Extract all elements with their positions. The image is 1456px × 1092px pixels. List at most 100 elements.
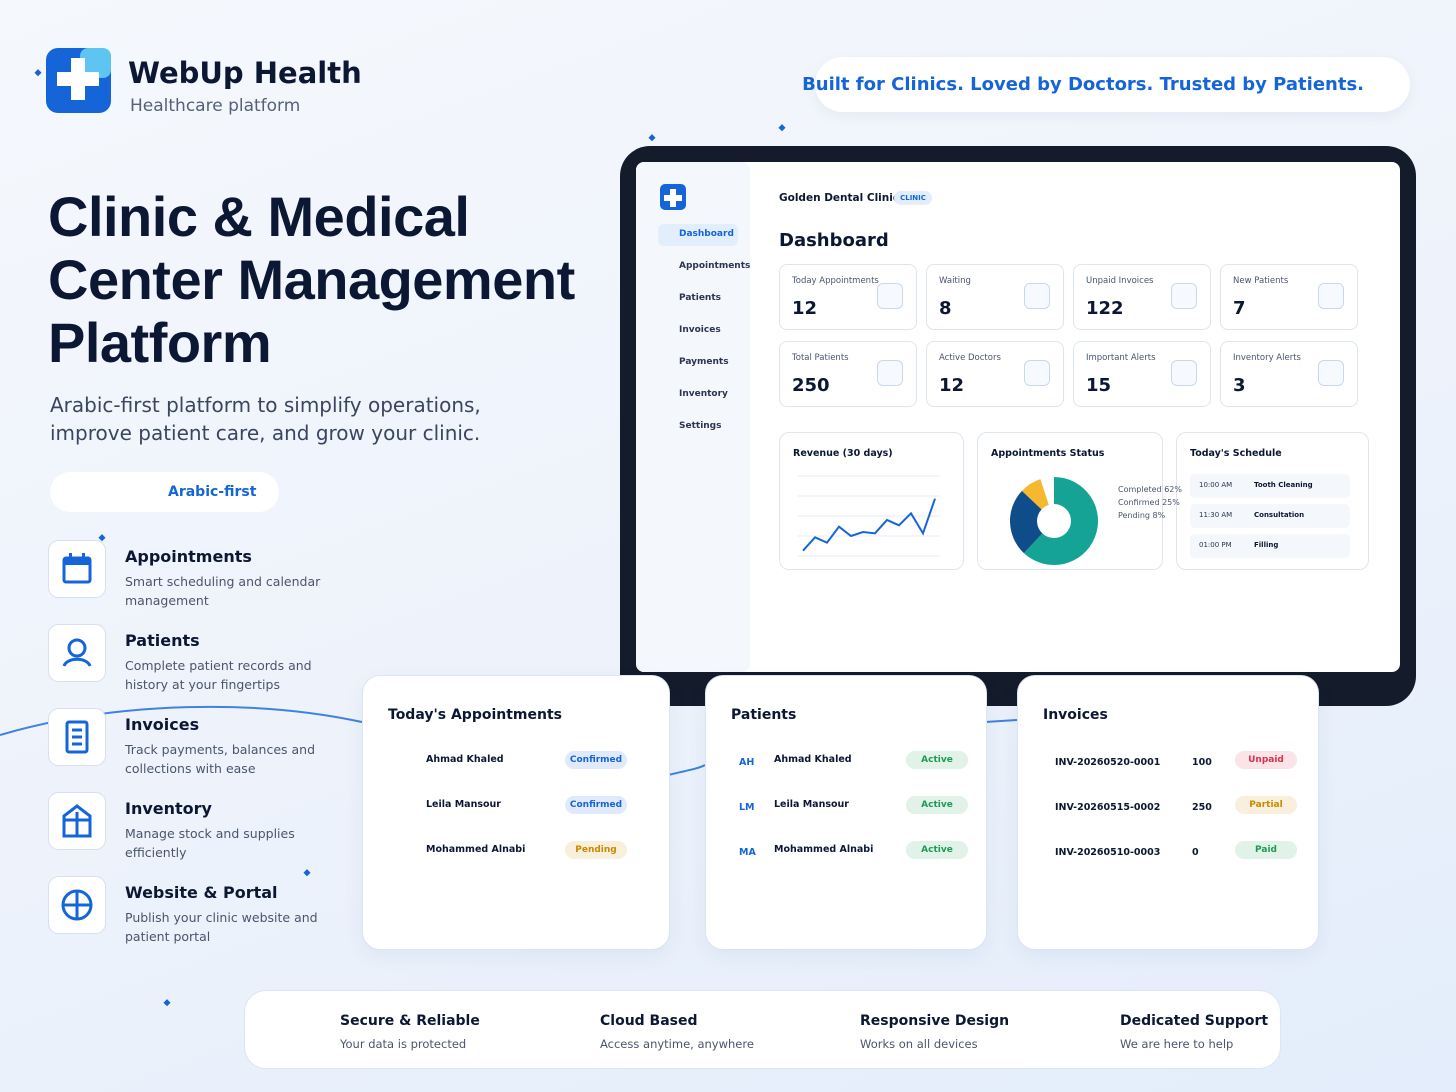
- footer-title: Secure & Reliable: [340, 1013, 480, 1029]
- hero-title: Platform: [48, 311, 272, 374]
- hero-title: Center Management: [48, 248, 575, 311]
- legend-entry: Confirmed 25%: [1118, 498, 1180, 507]
- icon-glyph: [62, 553, 92, 584]
- schedule-row: 01:00 PM Filling: [1190, 534, 1350, 558]
- stat-value: 15: [1086, 375, 1112, 396]
- stat-label: Inventory Alerts: [1233, 353, 1301, 363]
- appointments-name: Ahmad Khaled: [426, 754, 504, 765]
- nav-item: Patients: [679, 293, 721, 303]
- feature-text: Publish your clinic website and patient …: [125, 910, 318, 944]
- legend-value: 8%: [1152, 511, 1166, 520]
- stat-value: 8: [939, 298, 952, 319]
- patients-card: Patients AH Ahmad Khaled Active LM Leila Mans…: [705, 675, 987, 950]
- patients-initials: MA: [739, 847, 756, 858]
- icon-box: [48, 540, 106, 598]
- footer-text: Works on all devices: [860, 1037, 978, 1051]
- patients-name: Mohammed Alnabi: [774, 844, 874, 855]
- badge: Arabic-first: [50, 472, 279, 512]
- invoices-id: INV-20260520-0001: [1055, 757, 1161, 768]
- hero-subtitle: improve patient care, and grow your clin…: [50, 421, 481, 445]
- schedule-name: Consultation: [1254, 511, 1305, 519]
- pie-slice: [1021, 479, 1049, 510]
- status-pill: Partial: [1235, 796, 1297, 814]
- hero-subtitle: Arabic-first platform to simplify operat…: [50, 393, 481, 417]
- icon-glyph: [65, 720, 89, 754]
- stat-card: New Patients 7: [1220, 264, 1358, 330]
- slogan: Built for Clinics. Loved by Doctors. Tru…: [802, 74, 1364, 95]
- legend-name: Completed: [1118, 485, 1162, 494]
- legend-name: Confirmed: [1118, 498, 1160, 507]
- stat-label: Waiting: [939, 276, 971, 286]
- stat-card: Inventory Alerts 3: [1220, 341, 1358, 407]
- stat-icon: [877, 360, 903, 386]
- feature-title: Website & Portal: [125, 883, 278, 902]
- invoices-card: Invoices INV-20260520-0001 100 Unpaid INV-20…: [1017, 675, 1319, 950]
- card-title: Patients: [731, 707, 797, 723]
- slogan-pill: Built for Clinics. Loved by Doctors. Tru…: [802, 57, 1410, 112]
- revenue-line: [802, 498, 936, 552]
- stat-value: 12: [792, 298, 818, 319]
- brand-name: WebUp Health: [128, 56, 362, 90]
- nav-item: Dashboard: [679, 229, 734, 239]
- status-pill: Confirmed: [565, 751, 627, 769]
- stat-icon: [1171, 283, 1197, 309]
- footer-text: Access anytime, anywhere: [600, 1037, 754, 1051]
- nav-item: Settings: [679, 421, 722, 431]
- stat-card: Important Alerts 15: [1073, 341, 1211, 407]
- invoices-amount: 100: [1192, 757, 1212, 768]
- invoices-amount: 250: [1192, 802, 1212, 813]
- pie-slice: [1010, 490, 1043, 554]
- patients-initials: LM: [739, 802, 755, 813]
- stat-card: Unpaid Invoices 122: [1073, 264, 1211, 330]
- stat-card: Active Doctors 12: [926, 341, 1064, 407]
- schedule-time: 01:00 PM: [1199, 541, 1232, 549]
- status-pill: Active: [906, 841, 968, 859]
- legend-entry: Pending 8%: [1118, 511, 1165, 520]
- footer-text: We are here to help: [1120, 1037, 1234, 1051]
- hero-title: Clinic & Medical: [48, 185, 470, 248]
- status-pill: Active: [906, 796, 968, 814]
- nav-item: Inventory: [679, 389, 728, 399]
- stat-icon: [1318, 283, 1344, 309]
- stat-icon: [1171, 360, 1197, 386]
- stat-card: Waiting 8: [926, 264, 1064, 330]
- stat-value: 250: [792, 375, 830, 396]
- dashboard-title: Dashboard: [779, 230, 889, 251]
- status-pill: Unpaid: [1235, 751, 1297, 769]
- nav-item: Invoices: [679, 325, 721, 335]
- footer-text: Your data is protected: [340, 1037, 467, 1051]
- schedule-time: 10:00 AM: [1199, 481, 1233, 489]
- stat-label: Total Patients: [792, 353, 849, 363]
- feature-icon: [48, 708, 106, 766]
- status-pill: Paid: [1235, 841, 1297, 859]
- stat-label: Unpaid Invoices: [1086, 276, 1154, 286]
- clinic-tag: CLINIC: [894, 191, 932, 205]
- revenue-panel-title: Revenue (30 days): [793, 448, 893, 459]
- patients-name: Ahmad Khaled: [774, 754, 852, 765]
- legend-entry: Completed 62%: [1118, 485, 1182, 494]
- stat-value: 3: [1233, 375, 1246, 396]
- stat-value: 12: [939, 375, 965, 396]
- stat-icon: [1024, 283, 1050, 309]
- schedule-row: 10:00 AM Tooth Cleaning: [1190, 474, 1350, 498]
- stat-icon: [1318, 360, 1344, 386]
- stat-card: Today Appointments 12: [779, 264, 917, 330]
- legend-name: Pending: [1118, 511, 1150, 520]
- feature-icon: [48, 624, 106, 682]
- stat-label: Active Doctors: [939, 353, 1001, 363]
- status-pill: Active: [906, 751, 968, 769]
- icon-box: [48, 624, 106, 682]
- schedule-row: 11:30 AM Consultation: [1190, 504, 1350, 528]
- clinic-name: Golden Dental Clinic: [779, 192, 900, 204]
- patients-initials: AH: [739, 757, 755, 768]
- legend-value: 62%: [1164, 485, 1182, 494]
- footer-bar: Secure & Reliable Your data is protected C…: [244, 990, 1281, 1069]
- footer-title: Cloud Based: [600, 1013, 698, 1029]
- feature-text: Track payments, balances and collections…: [125, 742, 316, 776]
- status-pie: [1010, 477, 1098, 565]
- stat-value: 7: [1233, 298, 1246, 319]
- nav-item: Payments: [679, 357, 729, 367]
- stat-label: Today Appointments: [792, 276, 879, 286]
- icon-glyph: [62, 638, 92, 667]
- stat-value: 122: [1086, 298, 1124, 319]
